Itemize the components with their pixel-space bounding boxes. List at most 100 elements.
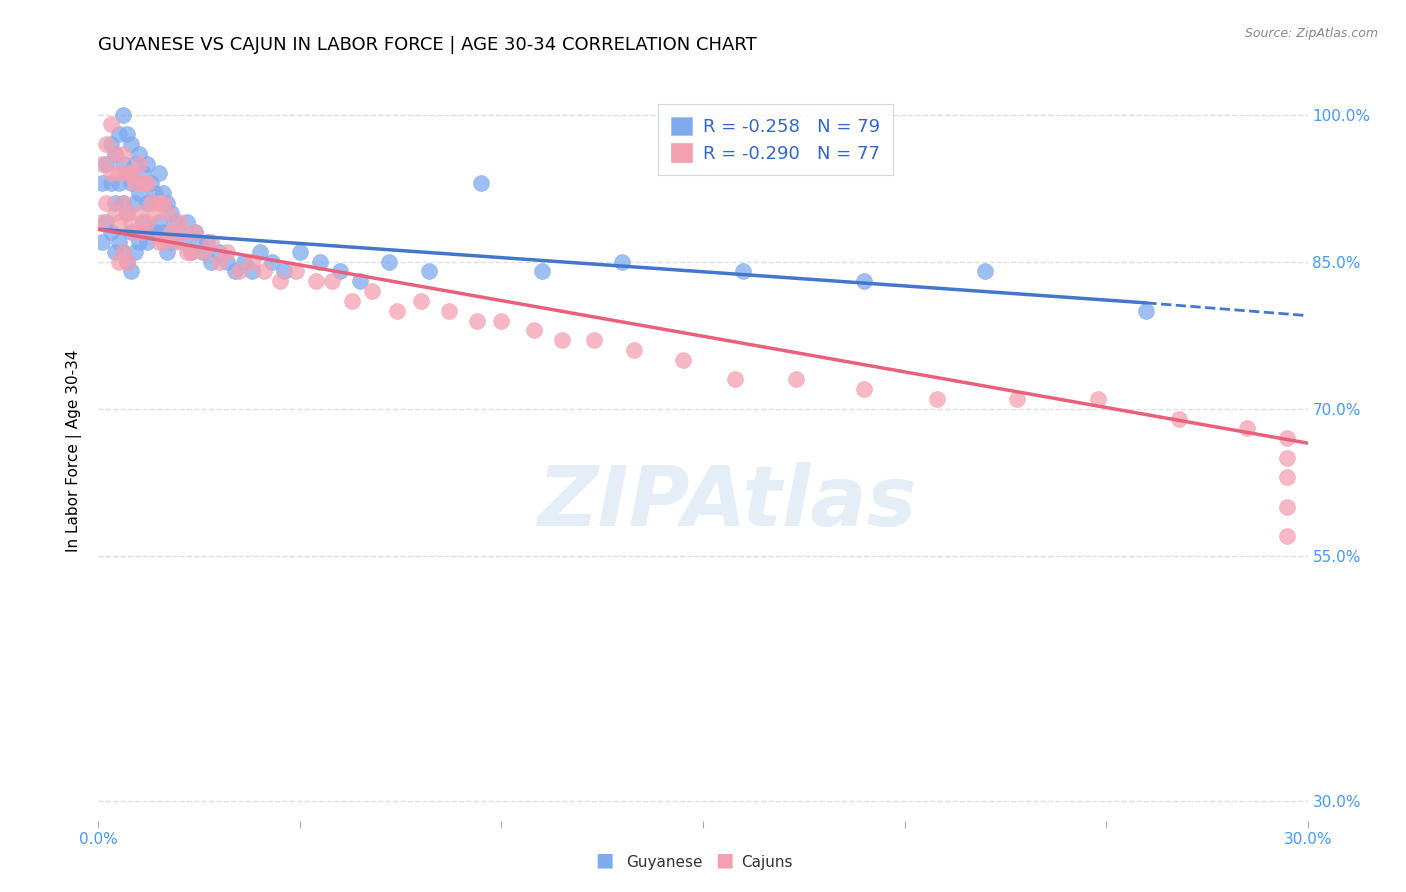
Point [148, 166, 170, 180]
Point [240, 254, 263, 268]
Point [135, 195, 157, 210]
Point [288, 244, 311, 259]
Point [167, 225, 190, 239]
Point [143, 186, 166, 200]
Point [107, 215, 129, 229]
Point [115, 205, 138, 219]
Point [128, 235, 150, 249]
Point [124, 195, 146, 210]
Point [111, 195, 134, 210]
Point [623, 343, 645, 357]
Point [115, 205, 138, 219]
Point [172, 235, 194, 249]
Point [120, 215, 142, 229]
Point [172, 225, 194, 239]
Point [321, 274, 343, 288]
Point [111, 244, 134, 259]
Text: Source: ZipAtlas.com: Source: ZipAtlas.com [1244, 27, 1378, 40]
Point [124, 176, 146, 190]
Point [148, 235, 170, 249]
Point [103, 195, 125, 210]
Point [135, 156, 157, 170]
Point [132, 166, 155, 180]
Point [163, 235, 186, 249]
Point [128, 205, 150, 219]
Point [491, 313, 513, 327]
Text: ■: ■ [595, 851, 614, 870]
Point [1007, 392, 1029, 406]
Point [107, 166, 129, 180]
Point [193, 244, 215, 259]
Point [103, 146, 125, 161]
Point [224, 264, 246, 278]
Point [100, 136, 122, 151]
Point [100, 166, 122, 180]
Point [180, 244, 202, 259]
Point [124, 244, 146, 259]
Point [152, 186, 174, 200]
Point [269, 274, 291, 288]
Point [91, 156, 114, 170]
Point [180, 244, 202, 259]
Point [100, 117, 122, 131]
Point [124, 156, 146, 170]
Point [228, 264, 250, 278]
Point [925, 392, 948, 406]
Point [253, 264, 276, 278]
Point [193, 244, 215, 259]
Point [160, 225, 183, 239]
Point [551, 333, 574, 347]
Point [156, 205, 179, 219]
Point [120, 264, 142, 278]
Point [135, 215, 157, 229]
Point [107, 254, 129, 268]
Point [111, 244, 134, 259]
Point [103, 146, 125, 161]
Point [128, 146, 150, 161]
Point [342, 293, 364, 308]
Point [724, 372, 747, 386]
Point [156, 244, 179, 259]
Point [232, 254, 254, 268]
Point [200, 254, 222, 268]
Point [152, 235, 174, 249]
Point [152, 225, 174, 239]
Point [1277, 500, 1299, 514]
Point [200, 235, 222, 249]
Point [148, 215, 170, 229]
Point [107, 176, 129, 190]
Point [156, 195, 179, 210]
Point [115, 127, 138, 141]
Point [128, 156, 150, 170]
Point [120, 176, 142, 190]
Point [96, 215, 118, 229]
Point [853, 274, 876, 288]
Point [583, 333, 606, 347]
Point [111, 107, 134, 121]
Point [349, 274, 371, 288]
Point [176, 215, 198, 229]
Point [208, 254, 231, 268]
Point [132, 215, 155, 229]
Point [465, 313, 488, 327]
Point [120, 166, 142, 180]
Point [135, 235, 157, 249]
Point [148, 195, 170, 210]
Point [523, 323, 546, 337]
Point [785, 372, 807, 386]
Point [135, 176, 157, 190]
Point [273, 264, 295, 278]
Point [139, 176, 162, 190]
Point [188, 235, 211, 249]
Point [115, 166, 138, 180]
Point [1167, 411, 1189, 425]
Point [160, 235, 183, 249]
Point [176, 244, 198, 259]
Point [249, 244, 271, 259]
Point [1087, 392, 1109, 406]
Point [217, 244, 239, 259]
Point [132, 225, 155, 239]
Point [217, 254, 239, 268]
Text: ZIPAtlas: ZIPAtlas [537, 462, 917, 543]
Point [143, 205, 166, 219]
